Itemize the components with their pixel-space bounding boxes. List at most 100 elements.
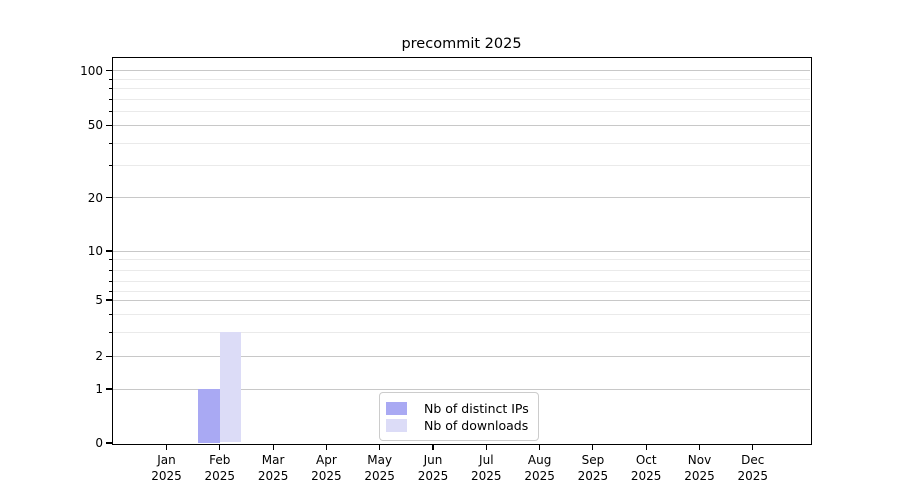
legend-swatch-nb-of-downloads [386,418,407,432]
x-tick-label-line: 2025 [151,468,182,483]
x-tick-label-line: 2025 [364,468,395,483]
legend: Nb of distinct IPs Nb of downloads [379,392,539,441]
x-tick-label-line: Apr [316,453,337,467]
y-minor-tick-mark [109,88,112,89]
x-tick-mark [698,444,701,450]
y-tick-mark [106,299,112,301]
x-tick-label: Jun 2025 [405,453,461,484]
bar-nb-of-distinct-ips-feb-2025 [198,389,220,443]
x-tick-label: Mar 2025 [245,453,301,484]
y-minor-tick-mark [109,331,112,333]
x-tick-label: Dec 2025 [725,453,781,484]
x-tick-label-line: Oct [635,453,657,467]
gridline-major [113,250,810,252]
y-tick-mark [106,196,112,199]
x-tick-label-line: 2025 [417,468,449,483]
x-tick-label-line: 2025 [577,468,609,483]
y-tick-label: 100 [80,63,103,78]
x-tick-mark [592,444,594,450]
y-minor-tick-mark [109,78,112,80]
x-tick-label-line: 2025 [257,468,289,483]
y-minor-tick-mark [109,142,112,144]
x-tick-label-line: 2025 [630,468,662,483]
y-minor-tick-mark [109,291,112,293]
x-tick-mark [485,444,487,450]
y-tick-mark [106,70,112,72]
y-tick-label: 20 [87,190,103,205]
x-tick-label-line: Nov [687,453,712,467]
y-minor-tick-mark [109,280,112,282]
gridline-minor [113,291,810,293]
legend-entry: Nb of distinct IPs [386,400,529,416]
y-tick-label: 5 [95,293,103,307]
gridline-major [113,197,810,198]
gridline-minor [113,98,810,100]
y-minor-tick-mark [109,165,112,166]
x-tick-mark [752,444,754,450]
gridline-minor [113,280,810,282]
bar-nb-of-downloads-feb-2025 [219,332,242,443]
x-tick-label-line: May [367,453,393,467]
x-tick-label: Oct 2025 [618,453,674,484]
y-tick-mark [106,124,112,126]
x-tick-mark [432,444,434,450]
y-tick-mark [106,442,112,444]
x-tick-label: Sep 2025 [565,453,621,484]
x-tick-label: Apr 2025 [298,453,354,484]
y-minor-tick-mark [109,313,112,315]
plot-frame [112,57,812,445]
legend-entry: Nb of downloads [386,417,529,433]
y-tick-label: 10 [87,244,103,258]
x-tick-label-line: 2025 [471,468,502,483]
x-tick-label-line: Jul [479,453,494,467]
gridline-minor [113,313,810,315]
gridline-minor [113,88,810,89]
x-tick-label: Aug 2025 [512,453,568,484]
x-tick-label: Jul 2025 [458,453,514,484]
x-tick-label-line: 2025 [204,468,236,483]
gridline-minor [113,78,810,80]
x-tick-label: Nov 2025 [672,453,728,484]
gridline-minor [113,331,810,333]
x-tick-label-line: Sep [581,453,605,467]
x-tick-label-line: Aug [527,453,552,467]
x-tick-label-line: 2025 [684,468,715,483]
y-minor-tick-mark [109,110,112,112]
x-tick-label-line: 2025 [524,468,555,483]
x-tick-mark [379,444,381,450]
y-tick-mark [106,388,112,390]
gridline-minor [113,269,810,271]
y-tick-mark [106,250,112,252]
x-tick-mark [219,444,221,450]
gridline-major [113,70,810,72]
y-minor-tick-mark [109,258,112,260]
x-tick-label: Jan 2025 [139,453,195,484]
x-tick-label-line: Dec [741,453,765,467]
x-tick-label-line: 2025 [311,468,342,483]
y-tick-label: 50 [87,118,103,133]
y-tick-label: 1 [95,382,103,396]
x-tick-mark [539,444,541,450]
x-tick-label-line: 2025 [737,468,769,483]
x-tick-mark [272,444,274,450]
legend-label: Nb of distinct IPs [424,400,529,416]
legend-swatch-nb-of-distinct-ips [386,401,407,415]
y-minor-tick-mark [109,269,112,271]
x-tick-label: May 2025 [352,453,408,484]
x-tick-label-line: Jun [423,453,443,467]
gridline-major [113,124,810,126]
legend-label: Nb of downloads [424,417,529,433]
x-tick-label-line: Jan [157,453,176,467]
x-tick-label-line: Mar [261,453,285,467]
gridline-minor [113,165,810,166]
y-tick-mark [106,355,112,357]
y-tick-label: 0 [95,436,103,450]
x-tick-label-line: Feb [209,453,231,467]
x-tick-mark [165,444,168,450]
x-tick-mark [325,444,327,450]
gridline-major [113,355,810,357]
chart-title: precommit 2025 [401,36,522,52]
gridline-minor [113,110,810,112]
x-tick-label: Feb 2025 [192,453,248,484]
